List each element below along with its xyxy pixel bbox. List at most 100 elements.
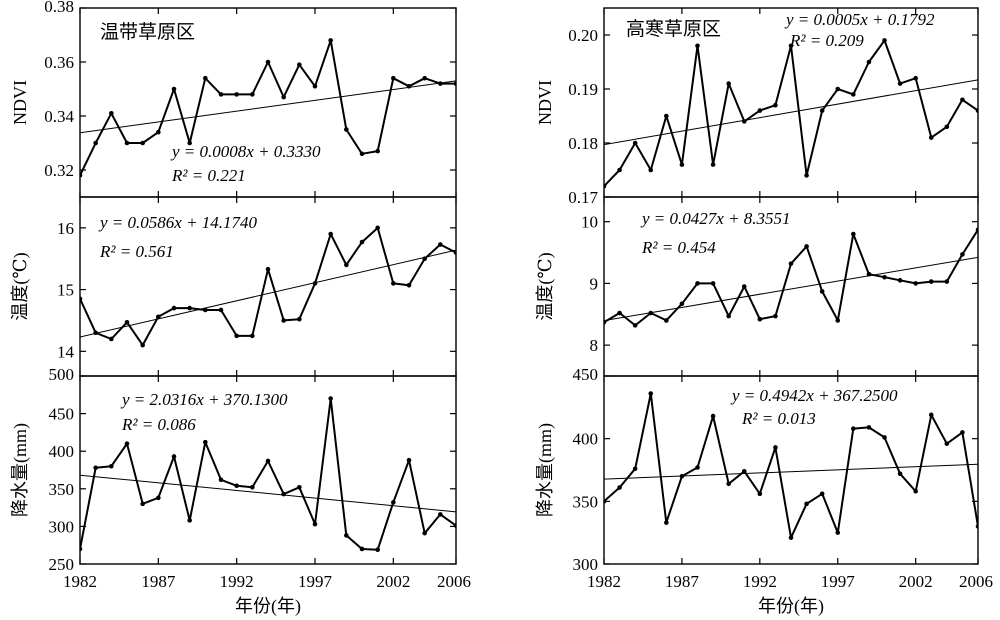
y-axis-label: NDVI xyxy=(10,80,30,125)
data-point xyxy=(726,81,731,86)
y-tick-label: 400 xyxy=(573,430,599,449)
data-point xyxy=(140,501,145,507)
trend-equation: y = 0.0586x + 14.1740 xyxy=(98,213,258,232)
trend-equation: y = 0.0005x + 0.1792 xyxy=(784,10,935,29)
x-tick-label: 2002 xyxy=(899,572,933,591)
data-point xyxy=(281,491,286,497)
data-point xyxy=(897,81,903,86)
y-axis-label: 降水量(mm) xyxy=(535,423,556,517)
panel-left-temp: 14 15 16 温度(℃) y = 0.0586x + 14.1740 R² = 0.5… xyxy=(10,196,457,377)
data-point xyxy=(835,530,841,535)
data-point xyxy=(632,140,638,146)
panel-frame xyxy=(603,375,979,565)
x-tick-label: 1982 xyxy=(63,572,97,591)
data-point xyxy=(648,391,654,396)
x-tick-label: 1997 xyxy=(821,572,856,591)
data-point xyxy=(757,491,763,497)
data-point xyxy=(156,314,161,320)
data-point xyxy=(93,465,98,471)
data-point xyxy=(140,140,145,146)
r-squared-label: R² = 0.454 xyxy=(641,238,716,257)
data-point xyxy=(741,284,747,289)
data-point xyxy=(406,84,412,89)
data-point xyxy=(648,310,654,316)
data-point xyxy=(882,435,887,440)
data-point xyxy=(359,546,365,552)
panel-right-ndvi: 0.17 0.18 0.19 0.20 NDVI 高寒草原区 y = 0.0005x + 0… xyxy=(535,7,979,207)
data-point xyxy=(804,501,809,507)
x-tick-label: 1997 xyxy=(298,572,333,591)
data-point xyxy=(617,167,622,173)
y-tick-label: 0.38 xyxy=(44,0,74,16)
data-point xyxy=(788,43,794,49)
data-point xyxy=(944,279,950,284)
r-squared-label: R² = 0.086 xyxy=(121,415,196,434)
plot-area xyxy=(80,38,456,178)
plot-area xyxy=(604,391,978,540)
data-point xyxy=(80,546,83,552)
x-tick-label: 2002 xyxy=(376,572,410,591)
y-tick-label: 16 xyxy=(57,219,74,238)
data-point xyxy=(773,313,778,319)
data-point xyxy=(773,445,778,450)
y-axis-label: NDVI xyxy=(535,80,555,125)
data-point xyxy=(140,342,145,348)
data-point xyxy=(422,530,427,536)
data-point xyxy=(312,521,318,527)
data-point xyxy=(422,75,427,81)
trend-equation: y = 0.0008x + 0.3330 xyxy=(170,142,321,161)
y-tick-label: 0.34 xyxy=(44,107,74,126)
data-point xyxy=(93,330,98,336)
data-point xyxy=(80,173,83,178)
data-point xyxy=(960,252,965,257)
y-tick-label: 9 xyxy=(590,274,599,293)
data-point xyxy=(726,481,731,487)
data-point xyxy=(422,256,427,262)
data-point xyxy=(604,499,607,504)
data-point xyxy=(679,473,685,479)
data-point xyxy=(679,162,685,167)
y-tick-label: 0.18 xyxy=(568,134,598,153)
data-point xyxy=(218,477,224,483)
trend-line xyxy=(604,79,978,146)
data-point xyxy=(788,261,794,266)
y-tick-label: 10 xyxy=(581,213,598,232)
data-point xyxy=(453,523,456,528)
y-tick-label: 8 xyxy=(590,336,599,355)
data-point xyxy=(726,313,731,319)
data-point xyxy=(960,97,965,103)
data-point xyxy=(297,62,302,67)
y-tick-label: 400 xyxy=(49,442,75,461)
data-point xyxy=(406,457,412,463)
panel-right-temp: 8 9 10 温度(℃) y = 0.0427x + 8.3551 R² = 0.454 xyxy=(535,196,979,377)
y-axis-label: 温度(℃) xyxy=(535,252,556,320)
data-point xyxy=(218,307,224,313)
y-tick-label: 300 xyxy=(573,555,599,574)
trend-equation: y = 0.4942x + 367.2500 xyxy=(730,386,898,405)
data-point xyxy=(679,301,685,307)
data-point xyxy=(741,119,747,124)
data-point xyxy=(664,113,669,119)
data-point xyxy=(406,282,412,288)
x-tick-label: 1982 xyxy=(587,572,621,591)
y-tick-label: 0.36 xyxy=(44,53,74,72)
x-tick-label: 1987 xyxy=(141,572,176,591)
data-point xyxy=(710,162,716,167)
data-point xyxy=(375,225,380,231)
data-point xyxy=(913,281,918,286)
data-point xyxy=(328,38,333,43)
data-point xyxy=(171,305,177,311)
data-point xyxy=(741,468,747,474)
y-tick-label: 14 xyxy=(57,342,75,361)
data-point xyxy=(312,281,318,286)
x-tick-label: 1992 xyxy=(220,572,254,591)
x-tick-label: 1987 xyxy=(665,572,700,591)
data-point xyxy=(944,441,950,446)
region-title: 高寒草原区 xyxy=(626,18,721,40)
data-point xyxy=(234,333,239,339)
plot-area xyxy=(80,396,456,553)
data-point xyxy=(913,75,918,81)
data-point xyxy=(312,84,318,89)
y-tick-label: 0.19 xyxy=(568,80,598,99)
data-point xyxy=(928,135,934,140)
